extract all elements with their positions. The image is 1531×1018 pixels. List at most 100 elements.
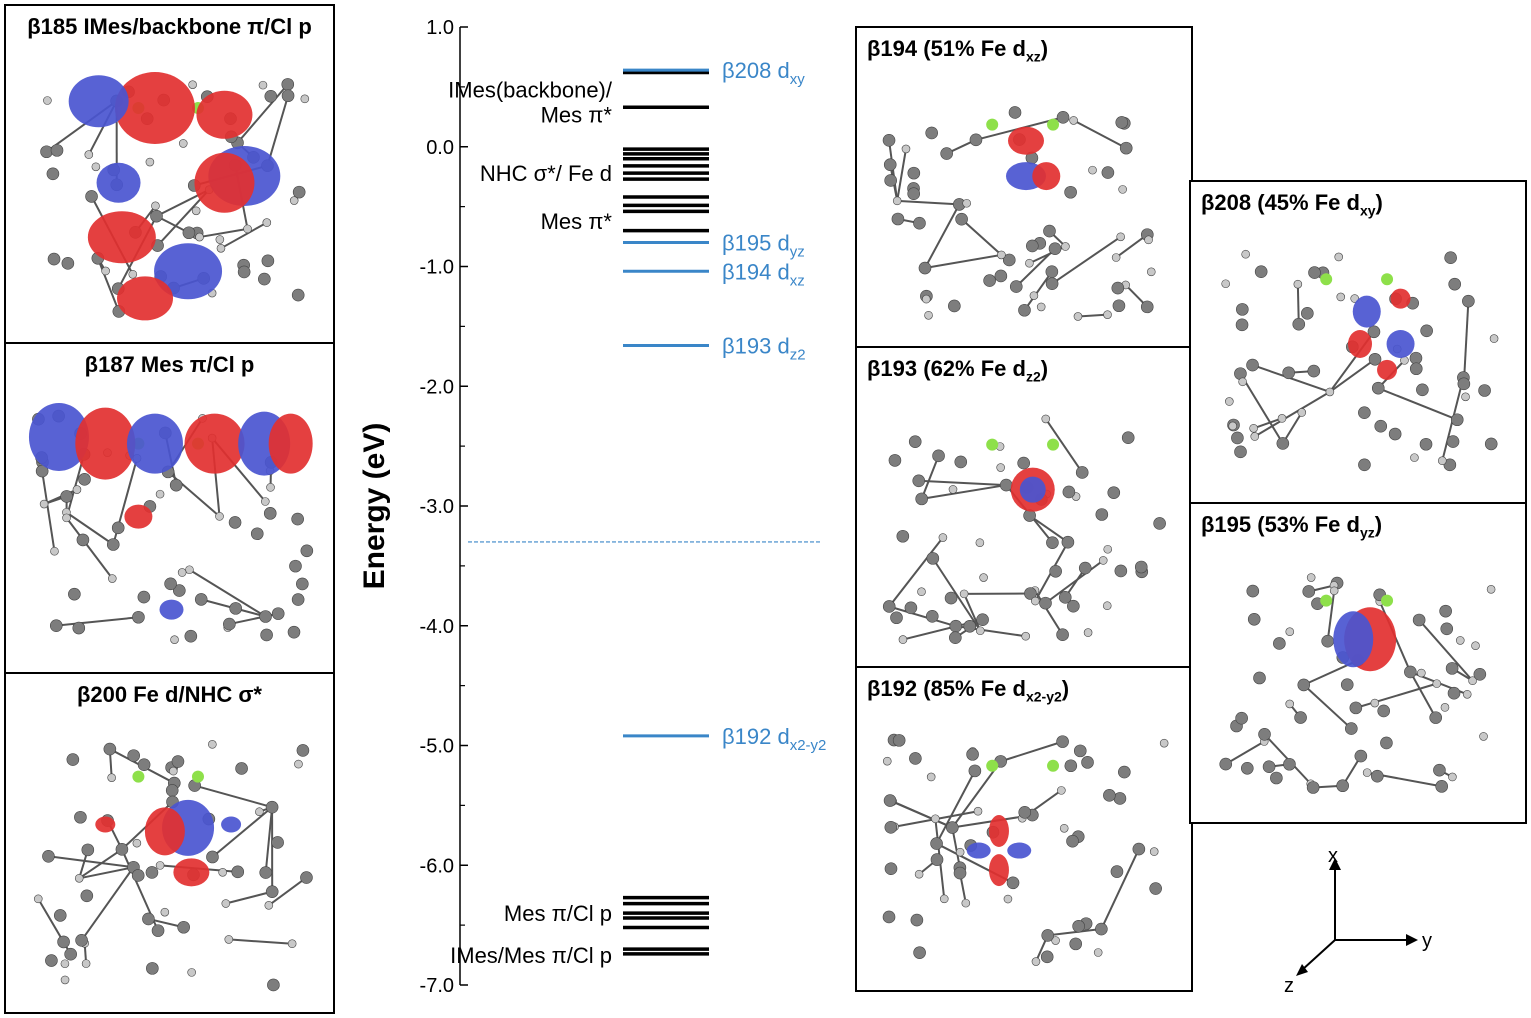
carbon-atom — [969, 133, 983, 147]
carbon-atom — [146, 962, 159, 975]
carbon-atom — [1072, 919, 1085, 933]
y-tick-label: -5.0 — [420, 736, 454, 758]
carbon-atom — [1419, 437, 1433, 451]
hydrogen-atom — [43, 96, 52, 105]
hydrogen-atom — [1149, 847, 1159, 856]
hydrogen-atom — [1362, 768, 1372, 777]
carbon-atom — [1420, 324, 1433, 338]
bond — [1115, 233, 1148, 259]
bond — [951, 827, 961, 868]
carbon-atom — [1409, 362, 1423, 376]
hydrogen-atom — [1159, 738, 1169, 748]
bond — [1051, 235, 1122, 285]
hydrogen-atom — [39, 499, 49, 509]
carbon-atom — [50, 144, 64, 157]
carbon-atom — [150, 209, 163, 223]
carbon-atom — [1061, 535, 1075, 549]
carbon-atom — [72, 621, 86, 635]
carbon-atom — [1018, 806, 1032, 819]
y-tick-label: -3.0 — [420, 496, 454, 518]
carbon-atom — [1056, 735, 1069, 748]
molecule-image — [33, 740, 313, 992]
carbon-atom — [1478, 384, 1491, 397]
carbon-atom — [165, 784, 179, 797]
bond — [1100, 848, 1140, 930]
carbon-atom — [1236, 303, 1249, 316]
hydrogen-atom — [107, 773, 116, 782]
carbon-atom — [60, 490, 73, 503]
carbon-atom — [261, 254, 275, 268]
carbon-atom — [1110, 865, 1124, 878]
bond — [268, 876, 308, 907]
carbon-atom — [1073, 744, 1087, 758]
hydrogen-atom — [177, 568, 187, 577]
y-tick-label: -7.0 — [420, 975, 454, 997]
bond — [1253, 417, 1283, 430]
bond — [1409, 671, 1437, 719]
orbital-panel-b193: β193 (62% Fe dz2) — [855, 346, 1193, 668]
carbon-atom — [47, 252, 61, 266]
hydrogen-atom — [81, 959, 91, 968]
carbon-atom — [1062, 485, 1076, 499]
carbon-atom — [1095, 922, 1108, 936]
y-tick-label: -6.0 — [420, 855, 454, 877]
orbital-lobe-positive — [1032, 162, 1061, 191]
hydrogen-atom — [289, 196, 299, 205]
carbon-atom — [1234, 367, 1247, 380]
carbon-atom — [1367, 325, 1381, 339]
carbon-atom — [1045, 265, 1059, 279]
carbon-atom — [1358, 406, 1371, 419]
carbon-atom — [1140, 300, 1154, 314]
carbon-atom — [49, 619, 63, 632]
carbon-atom — [1282, 366, 1295, 380]
hydrogen-atom — [1057, 786, 1066, 795]
carbon-atom — [1440, 622, 1454, 636]
carbon-atom — [1056, 111, 1070, 124]
hydrogen-atom — [1098, 556, 1108, 565]
carbon-atom — [1443, 458, 1457, 472]
hydrogen-atom — [1221, 279, 1230, 289]
hydrogen-atom — [287, 939, 297, 949]
carbon-atom — [1132, 842, 1146, 856]
carbon-atom — [103, 742, 117, 756]
hydrogen-atom — [924, 310, 933, 320]
carbon-atom — [1081, 756, 1094, 769]
carbon-atom — [260, 628, 273, 642]
carbon-atom — [300, 871, 313, 884]
carbon-atom — [1409, 351, 1423, 365]
hydrogen-atom — [1029, 291, 1039, 300]
carbon-atom — [263, 507, 277, 520]
carbon-atom — [994, 269, 1008, 283]
hydrogen-atom — [1030, 596, 1040, 606]
carbon-atom — [930, 837, 943, 850]
carbon-atom — [1008, 106, 1022, 119]
orbital-panel-b195: β195 (53% Fe dyz) — [1189, 502, 1527, 824]
carbon-atom — [1114, 564, 1128, 578]
bond — [80, 866, 135, 941]
chlorine-atom — [191, 770, 204, 783]
hydrogen-atom — [1437, 456, 1447, 466]
carbon-atom — [1231, 431, 1244, 445]
carbon-atom — [184, 629, 198, 643]
bond — [1044, 418, 1084, 474]
carbon-atom — [1433, 763, 1446, 777]
carbon-atom — [1078, 561, 1092, 575]
hydrogen-atom — [962, 198, 971, 208]
hydrogen-atom — [1325, 387, 1335, 397]
carbon-atom — [85, 190, 98, 203]
hydrogen-atom — [892, 196, 902, 206]
molecule-image — [882, 414, 1166, 644]
carbon-atom — [909, 752, 922, 765]
fe-d-level-label: β195 dyz — [722, 231, 805, 261]
orbital-lobe-positive — [75, 407, 136, 480]
hydrogen-atom — [975, 538, 985, 548]
hydrogen-atom — [60, 959, 70, 969]
chlorine-atom — [986, 759, 999, 772]
carbon-atom — [907, 166, 921, 180]
carbon-atom — [1262, 760, 1276, 774]
hydrogen-atom — [1432, 679, 1442, 688]
orbital-lobe-negative — [126, 413, 183, 474]
orbital-lobe-positive — [194, 152, 255, 213]
carbon-atom — [882, 910, 896, 924]
bond — [931, 557, 982, 632]
